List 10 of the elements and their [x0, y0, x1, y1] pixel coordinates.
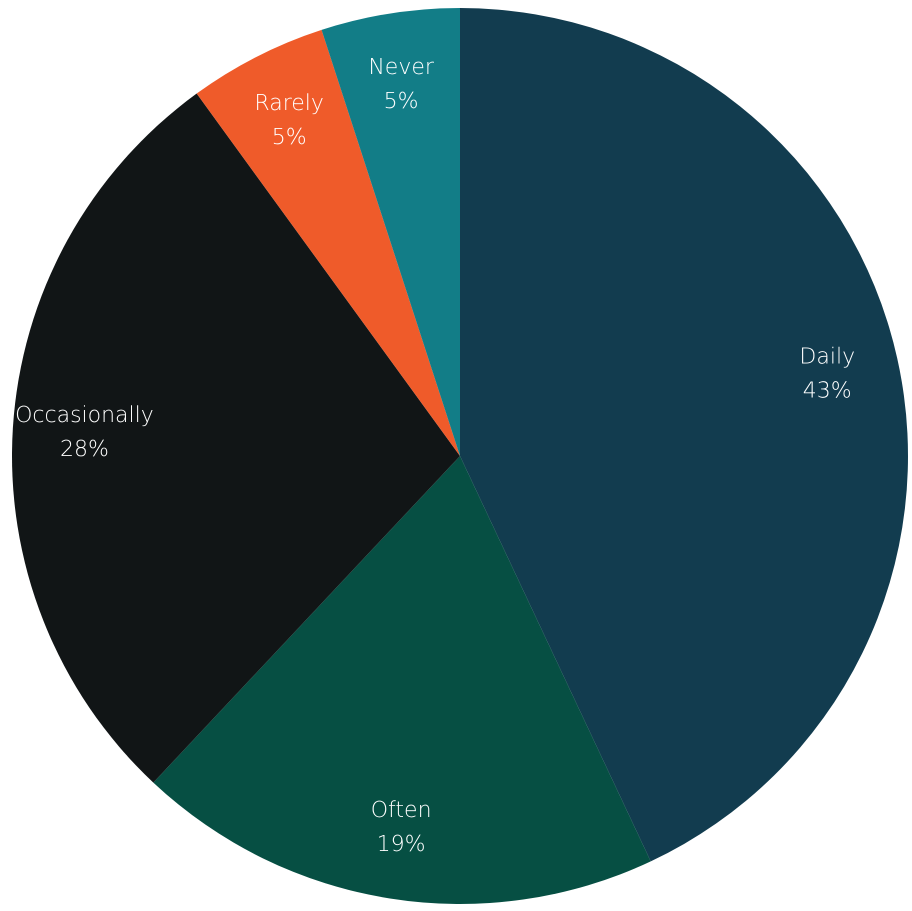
data-label: 5%: [384, 88, 419, 114]
slice-label: Never: [368, 54, 435, 80]
slice-label: Occasionally: [15, 402, 154, 428]
slice-label: Rarely: [254, 91, 324, 116]
data-label: 5%: [272, 125, 307, 150]
slice-label: Often: [370, 798, 432, 824]
data-label: 28%: [60, 436, 109, 462]
data-label: 43%: [802, 378, 852, 404]
slice-label: Daily: [799, 344, 856, 370]
data-label: 19%: [376, 832, 426, 858]
